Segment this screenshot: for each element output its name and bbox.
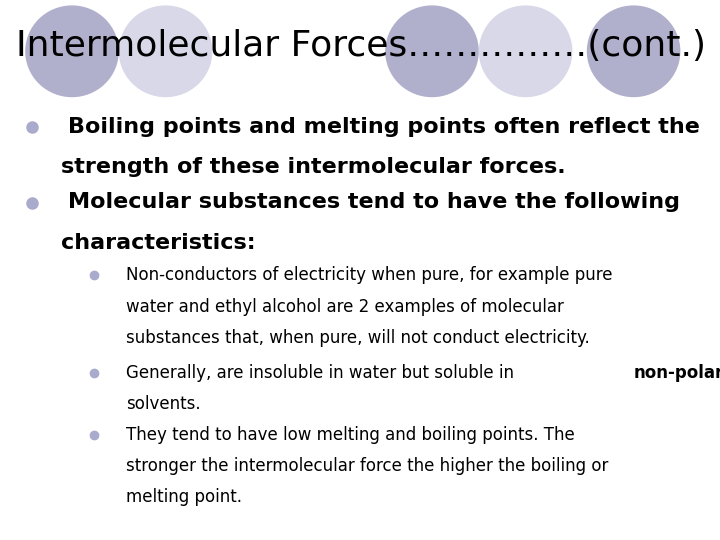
- Ellipse shape: [119, 5, 212, 97]
- Text: Non-conductors of electricity when pure, for example pure: Non-conductors of electricity when pure,…: [126, 266, 613, 285]
- Text: They tend to have low melting and boiling points. The: They tend to have low melting and boilin…: [126, 426, 575, 444]
- Text: Generally, are insoluble in water but soluble in: Generally, are insoluble in water but so…: [126, 363, 519, 382]
- Ellipse shape: [587, 5, 680, 97]
- Text: water and ethyl alcohol are 2 examples of molecular: water and ethyl alcohol are 2 examples o…: [126, 298, 564, 316]
- Ellipse shape: [479, 5, 572, 97]
- Text: Boiling points and melting points often reflect the: Boiling points and melting points often …: [68, 117, 701, 137]
- Text: strength of these intermolecular forces.: strength of these intermolecular forces.: [61, 157, 566, 178]
- Text: characteristics:: characteristics:: [61, 233, 256, 253]
- Text: substances that, when pure, will not conduct electricity.: substances that, when pure, will not con…: [126, 329, 590, 347]
- Ellipse shape: [25, 5, 119, 97]
- Text: non-polar: non-polar: [634, 363, 720, 382]
- Text: stronger the intermolecular force the higher the boiling or: stronger the intermolecular force the hi…: [126, 457, 608, 475]
- Text: Molecular substances tend to have the following: Molecular substances tend to have the fo…: [68, 192, 680, 213]
- Text: Intermolecular Forces……………(cont.): Intermolecular Forces……………(cont.): [16, 29, 706, 63]
- Ellipse shape: [385, 5, 479, 97]
- Text: melting point.: melting point.: [126, 488, 242, 507]
- Text: solvents.: solvents.: [126, 395, 201, 413]
